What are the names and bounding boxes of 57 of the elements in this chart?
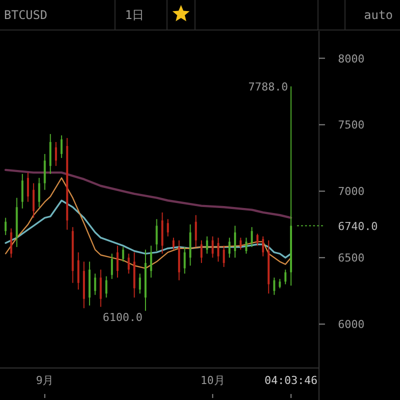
candlestick xyxy=(200,240,202,264)
candlestick xyxy=(54,142,57,166)
candlestick xyxy=(128,253,130,274)
candlestick xyxy=(4,217,7,236)
line-series xyxy=(4,168,292,219)
candlestick xyxy=(32,182,35,218)
candlestick xyxy=(49,134,52,174)
candlestick xyxy=(166,218,169,237)
candlestick xyxy=(194,214,197,248)
candlestick xyxy=(77,252,80,290)
candlestick xyxy=(240,237,242,250)
line-series xyxy=(4,200,292,259)
candlestick xyxy=(44,153,46,190)
candlestick xyxy=(217,237,220,262)
x-tick-label: 04:03:46 xyxy=(264,374,318,387)
annotation: 7788.0 xyxy=(248,80,288,94)
candlestick xyxy=(222,245,225,268)
candlestick xyxy=(105,276,108,298)
y-tick-label: 7500 xyxy=(338,118,364,132)
text: auto xyxy=(364,8,393,22)
candlestick xyxy=(94,273,96,296)
candlestick xyxy=(60,134,63,158)
candlestick xyxy=(122,246,124,262)
x-tick-label: 10月 xyxy=(200,374,225,387)
y-tick-label: 8000 xyxy=(338,52,364,66)
candlestick xyxy=(212,236,214,258)
candlestick xyxy=(273,277,276,296)
y-tick-label: 6000 xyxy=(338,318,364,332)
candlestick xyxy=(138,273,141,294)
candlestick xyxy=(234,225,236,258)
annotation: 6100.0 xyxy=(102,310,143,324)
text: 1日 xyxy=(125,8,144,22)
candlestick xyxy=(156,218,158,252)
candlestick xyxy=(26,172,29,202)
candlestick xyxy=(21,173,24,209)
candlestick xyxy=(256,233,258,246)
candlestick xyxy=(100,269,102,308)
y-tick-label: 7000 xyxy=(338,185,364,198)
y-tick-label: 6500 xyxy=(338,252,364,265)
candlestick xyxy=(250,226,253,248)
candlestick xyxy=(110,253,113,280)
ref-line-label: 6740.0 xyxy=(338,220,378,233)
x-tick-label: 9月 xyxy=(36,374,54,387)
candlestick xyxy=(116,245,119,278)
chart-title: BTCUSD xyxy=(4,8,48,22)
candlestick xyxy=(284,269,286,285)
candlestick xyxy=(245,237,248,254)
candlestick xyxy=(172,237,174,250)
candlestick xyxy=(150,245,152,278)
candlestick xyxy=(206,236,208,254)
candlestick xyxy=(10,228,12,258)
candlestick xyxy=(38,177,40,208)
candlestick xyxy=(228,237,230,258)
line-series xyxy=(5,177,292,269)
candlestick xyxy=(184,246,186,274)
candlestick xyxy=(278,278,281,289)
candlestick xyxy=(262,236,264,257)
